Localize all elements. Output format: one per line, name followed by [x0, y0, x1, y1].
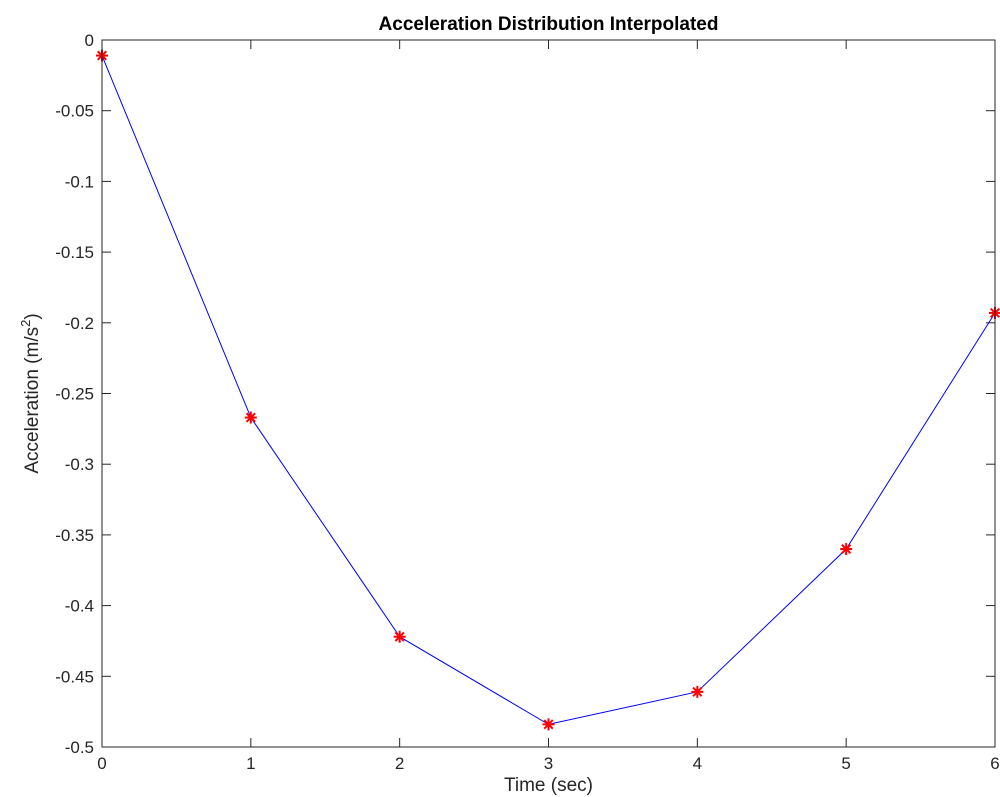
data-point-marker — [542, 718, 555, 731]
y-tick-label: -0.2 — [65, 314, 94, 333]
labels-layer: 0 1 2 3 4 5 6 0 -0.05 -0.1 -0.15 -0.2 -0.25 -0.3 -0.35… — [55, 31, 999, 773]
y-tick-label: -0.25 — [55, 385, 94, 404]
data-point-marker — [691, 685, 704, 698]
y-tick-label: -0.1 — [65, 172, 94, 191]
x-tick-label: 2 — [395, 754, 404, 773]
plot-area — [102, 40, 995, 747]
x-tick-label: 5 — [841, 754, 850, 773]
y-tick-label: -0.05 — [55, 102, 94, 121]
x-tick-label: 0 — [97, 754, 106, 773]
y-axis-label-main: Acceleration (m/s — [22, 327, 43, 474]
plot-frame — [101, 39, 996, 748]
x-tick-label: 4 — [693, 754, 702, 773]
y-axis-label-superscript: 2 — [18, 320, 33, 327]
y-tick-label: -0.35 — [55, 526, 94, 545]
x-tick-label: 6 — [990, 754, 999, 773]
y-tick-label: 0 — [85, 31, 94, 50]
y-tick-label: -0.4 — [65, 597, 94, 616]
y-axis-label: Acceleration (m/s2) — [18, 313, 43, 473]
chart-title: Acceleration Distribution Interpolated — [379, 14, 719, 35]
data-point-marker — [244, 411, 257, 424]
y-tick-label: -0.15 — [55, 243, 94, 262]
x-tick-label: 1 — [246, 754, 255, 773]
y-axis-label-close: ) — [22, 313, 43, 319]
x-tick-label: 3 — [544, 754, 553, 773]
data-point-marker — [393, 630, 406, 643]
data-point-marker — [840, 543, 853, 556]
y-tick-label: -0.45 — [55, 667, 94, 686]
x-axis-label: Time (sec) — [504, 775, 593, 796]
y-tick-label: -0.3 — [65, 455, 94, 474]
y-tick-label: -0.5 — [65, 738, 94, 757]
